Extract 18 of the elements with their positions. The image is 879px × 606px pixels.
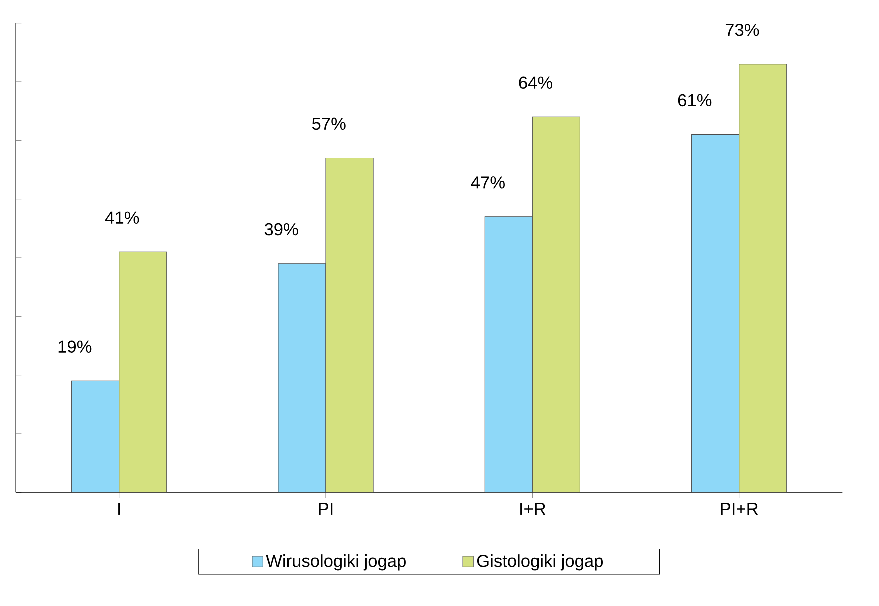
data-label: 64% xyxy=(519,76,552,90)
legend-label: Wirusologiki jogap xyxy=(266,554,406,571)
bar xyxy=(119,252,168,493)
data-label: 47% xyxy=(471,176,505,189)
data-label: 61% xyxy=(678,94,712,107)
x-tick-label: I xyxy=(118,503,120,515)
data-label: 57% xyxy=(312,118,346,130)
bar xyxy=(326,158,374,493)
x-tick-label: PI+R xyxy=(721,503,758,515)
bar xyxy=(739,64,788,493)
legend-label: Gistologiki jogap xyxy=(477,554,604,571)
data-label: 39% xyxy=(264,223,298,236)
data-label: 19% xyxy=(58,340,92,354)
bar xyxy=(532,116,580,493)
x-tick-label: PI xyxy=(319,503,333,515)
x-tick-label: I+R xyxy=(520,503,546,515)
data-label: 73% xyxy=(726,24,760,36)
data-label: 41% xyxy=(105,212,140,224)
